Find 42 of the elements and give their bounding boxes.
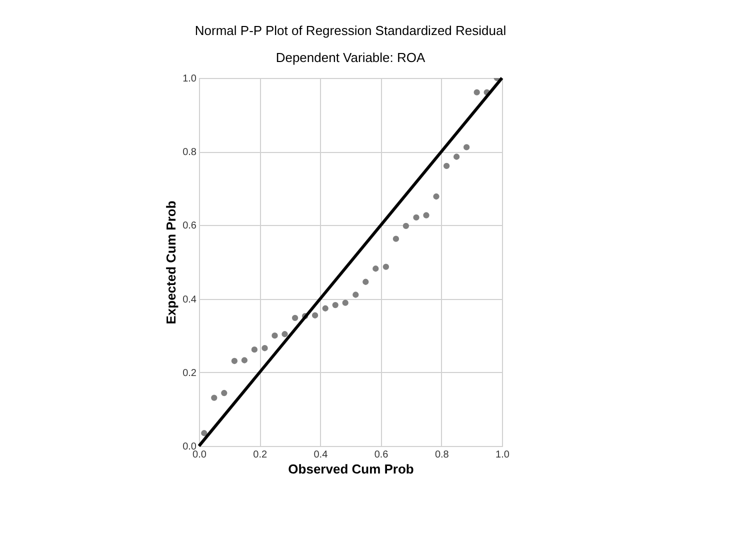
y-tick-label: 0.8 (182, 147, 197, 158)
point (352, 292, 359, 298)
y-tick-label: 0.4 (182, 294, 197, 306)
x-tick-label: 0.6 (374, 450, 389, 460)
chart-title: Normal P-P Plot of Regression Standardized Residual (194, 23, 506, 38)
point (332, 302, 338, 308)
y-tick-label: 0.6 (182, 220, 197, 232)
point (433, 193, 440, 200)
point (382, 264, 390, 270)
point (322, 305, 328, 312)
point (312, 312, 318, 318)
point (221, 390, 228, 396)
point (443, 162, 450, 170)
point (272, 332, 278, 339)
y-tick-label: 1.0 (182, 74, 197, 84)
y-axis-title: Expected Cum Prob (164, 200, 179, 324)
point (453, 154, 460, 160)
x-tick-label: 0.2 (253, 450, 268, 460)
x-tick-label: 0.8 (434, 450, 450, 460)
point (463, 144, 470, 150)
chart-subtitle: Dependent Variable: ROA (276, 50, 426, 65)
point (413, 214, 420, 221)
x-tick-label: 1.0 (496, 450, 510, 460)
point (292, 314, 298, 322)
point (372, 266, 379, 272)
point (241, 357, 248, 364)
point (423, 212, 430, 218)
point (231, 358, 238, 364)
point (201, 430, 208, 436)
point (362, 278, 369, 285)
point (402, 222, 410, 230)
x-tick-label: 0.0 (192, 450, 207, 460)
point (251, 346, 258, 353)
x-tick-label: 0.4 (314, 450, 328, 460)
x-axis-title: Observed Cum Prob (288, 462, 414, 476)
point (474, 89, 480, 96)
y-tick-label: 0.2 (182, 368, 197, 379)
point (342, 300, 348, 306)
point (262, 345, 268, 352)
point (282, 331, 288, 338)
point (211, 394, 218, 401)
point (392, 236, 400, 242)
